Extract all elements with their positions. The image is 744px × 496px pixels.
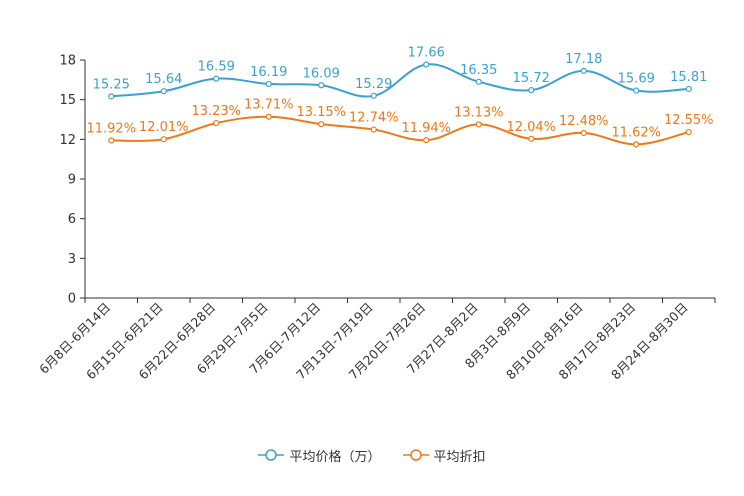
discount-data-label: 12.55% (664, 113, 714, 128)
price-data-label: 15.25 (93, 77, 130, 92)
price-point (160, 88, 167, 95)
y-tick-label: 12 (59, 133, 76, 148)
discount-point (213, 119, 220, 127)
price-point (213, 75, 220, 82)
discount-point (475, 121, 482, 128)
discount-data-label: 12.74% (349, 111, 399, 126)
discount-data-label: 12.04% (506, 120, 556, 135)
discount-data-label: 13.23% (191, 104, 241, 119)
discount-point (685, 128, 692, 136)
price-point (685, 85, 692, 93)
chart-legend: 平均价格（万） 平均折扣 (0, 444, 744, 466)
price-point (580, 67, 587, 74)
discount-point (633, 141, 640, 148)
y-tick-label: 15 (59, 93, 76, 108)
price-point (370, 92, 377, 99)
price-data-label: 16.09 (303, 66, 340, 81)
price-data-label: 17.18 (565, 52, 602, 67)
discount-point (265, 113, 272, 120)
discount-data-label: 11.92% (86, 121, 136, 136)
legend-price-line-icon (258, 449, 285, 461)
discount-data-label: 12.01% (139, 120, 189, 135)
discount-data-label: 13.71% (244, 98, 294, 113)
price-series-line (111, 63, 689, 98)
discount-point (370, 126, 377, 133)
discount-data-label: 11.62% (611, 125, 661, 140)
discount-point (108, 137, 115, 144)
legend-item-discount[interactable]: 平均折扣 (402, 446, 486, 465)
price-point (475, 78, 482, 85)
discount-data-label: 13.15% (296, 105, 346, 120)
y-tick-label: 6 (68, 212, 76, 227)
y-tick-label: 3 (68, 252, 76, 267)
y-tick-label: 9 (68, 173, 76, 188)
legend-discount-label: 平均折扣 (433, 449, 486, 465)
price-data-label: 16.35 (460, 63, 497, 78)
discount-point (318, 121, 325, 128)
discount-point (528, 135, 535, 142)
price-point (528, 87, 535, 94)
price-point (318, 82, 325, 89)
discount-data-label: 13.13% (454, 105, 504, 120)
legend-item-price[interactable]: 平均价格（万） (258, 446, 381, 465)
price-data-label: 17.66 (408, 45, 445, 60)
discount-point (423, 137, 430, 144)
price-point (423, 61, 430, 68)
discount-series-line (111, 115, 689, 146)
y-tick-label: 18 (59, 54, 76, 69)
legend-price-label: 平均价格（万） (289, 449, 381, 465)
legend-discount-line-icon (402, 449, 429, 461)
discount-point (160, 136, 167, 143)
discount-data-label: 12.48% (559, 114, 609, 129)
price-point (108, 93, 115, 100)
price-data-label: 16.19 (250, 65, 287, 80)
price-point (265, 80, 272, 88)
price-data-label: 15.72 (513, 71, 550, 86)
price-point (633, 87, 640, 94)
price-data-label: 15.64 (145, 72, 182, 87)
discount-data-label: 11.94% (401, 121, 451, 136)
price-data-label: 15.69 (618, 72, 655, 87)
price-data-label: 15.81 (670, 70, 707, 85)
y-tick-label: 0 (68, 292, 76, 307)
discount-point (580, 129, 587, 137)
price-data-label: 16.59 (198, 60, 235, 75)
price-data-label: 15.29 (355, 77, 392, 92)
